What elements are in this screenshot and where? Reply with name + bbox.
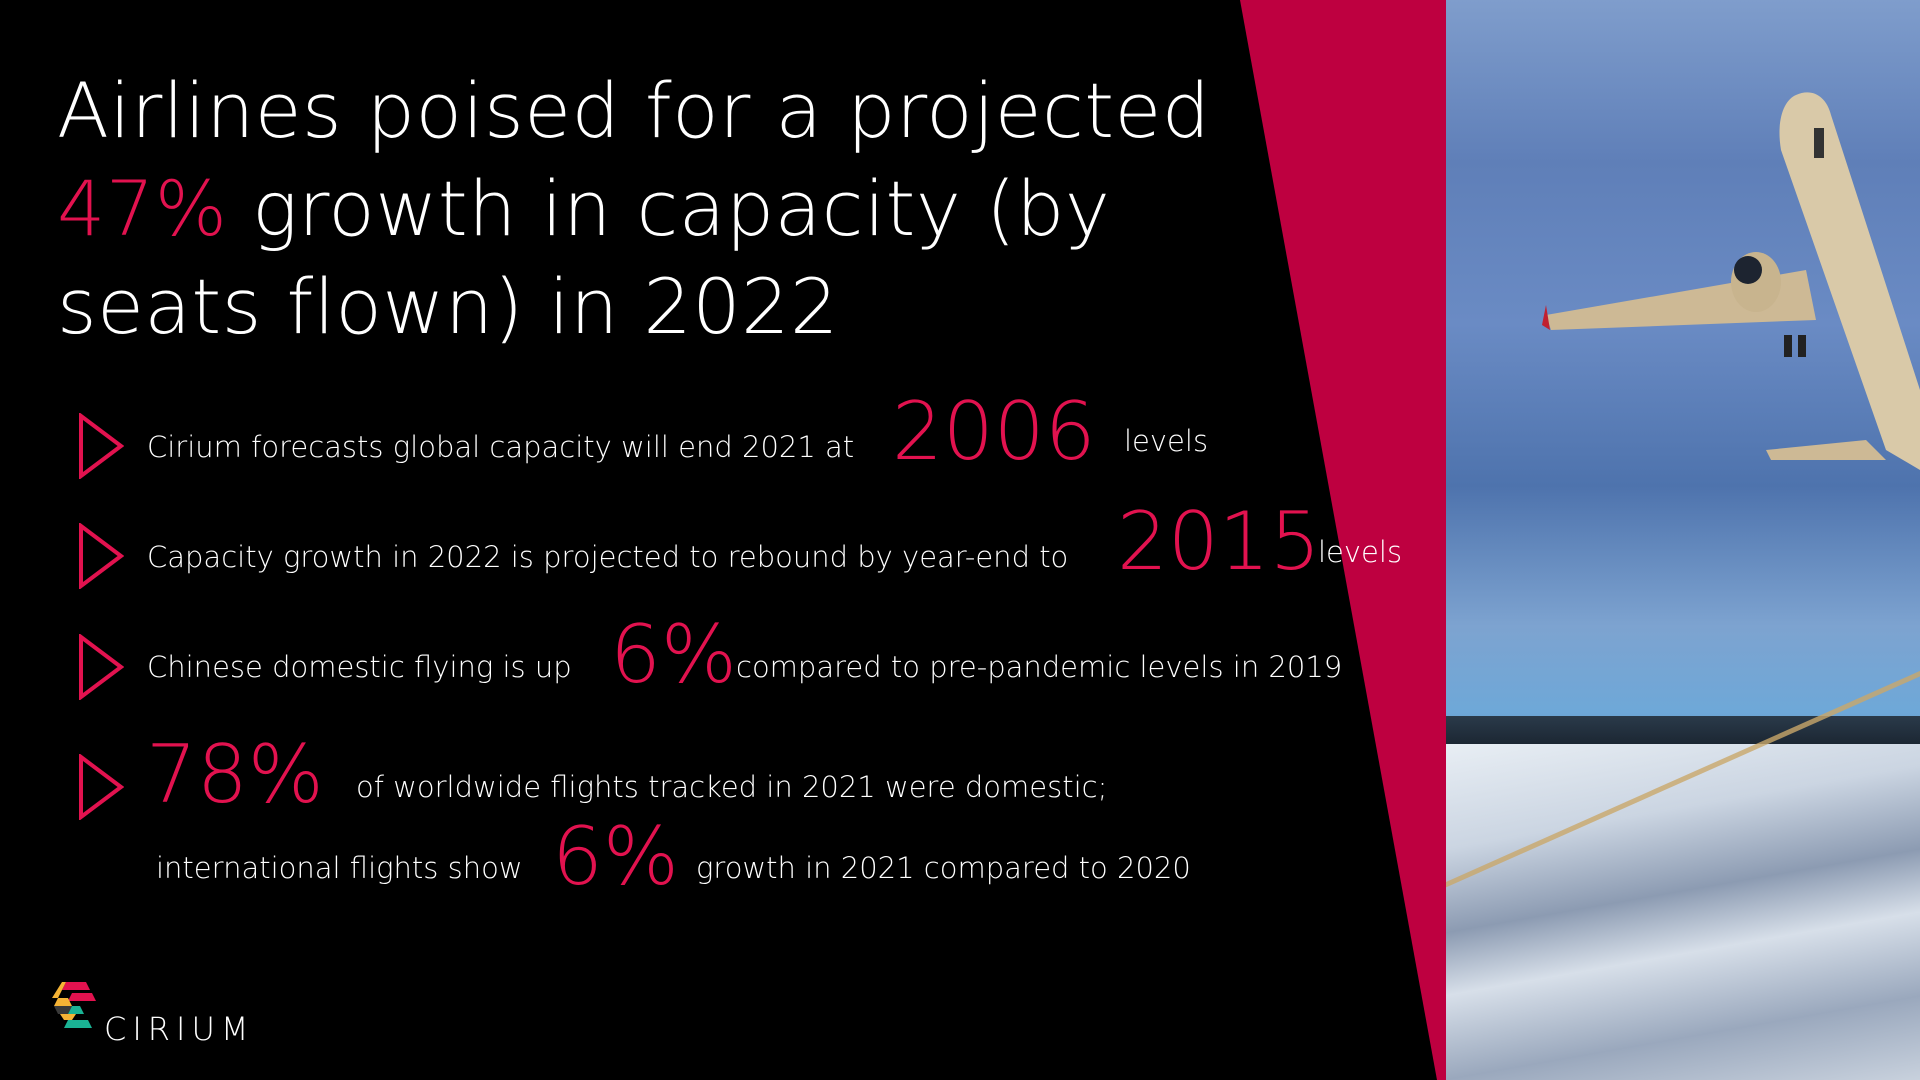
bullet-1-highlight: 2006 <box>892 385 1096 478</box>
snowy-runway <box>1446 744 1920 1080</box>
bullet-2-highlight: 2015 <box>1117 495 1321 588</box>
airplane-icon <box>1542 92 1920 470</box>
bullet-1-text: Cirium forecasts global capacity will en… <box>147 430 855 464</box>
cirium-logo-text: CIRIUM <box>104 1010 255 1048</box>
title-accent-percent: 47% <box>57 164 228 253</box>
bullet-4-line2-text: international flights show <box>156 851 523 885</box>
bullet-3-text: Chinese domestic flying is up <box>147 650 572 684</box>
bullet-1-post: levels <box>1124 424 1209 458</box>
bullet-3-post: compared to pre-pandemic levels in 2019 <box>736 650 1343 684</box>
triangle-bullet-icon <box>79 754 124 820</box>
bullet-4-line2-highlight: 6% <box>552 810 679 903</box>
page-title: Airlines poised for a projected 47% grow… <box>57 62 1357 356</box>
title-line-1: Airlines poised for a projected <box>57 66 1211 155</box>
triangle-bullet-icon <box>79 413 124 479</box>
triangle-bullet-icon <box>79 634 124 700</box>
hero-photo-airplane <box>1446 0 1920 1080</box>
title-line-3: seats flown) in 2022 <box>57 262 839 351</box>
bullet-3-highlight: 6% <box>610 608 737 701</box>
bullet-4-highlight: 78% <box>146 728 324 821</box>
title-line-2: 47% growth in capacity (by <box>57 164 1111 253</box>
triangle-bullet-icon <box>79 523 124 589</box>
bullet-4-post: of worldwide flights tracked in 2021 wer… <box>356 770 1108 804</box>
bullet-4-line2-post: growth in 2021 compared to 2020 <box>696 851 1191 885</box>
bullet-2-post: levels <box>1318 535 1403 569</box>
cirium-logo-icon <box>52 982 96 1028</box>
bullet-2-text: Capacity growth in 2022 is projected to … <box>147 540 1069 574</box>
treeline <box>1446 716 1920 744</box>
